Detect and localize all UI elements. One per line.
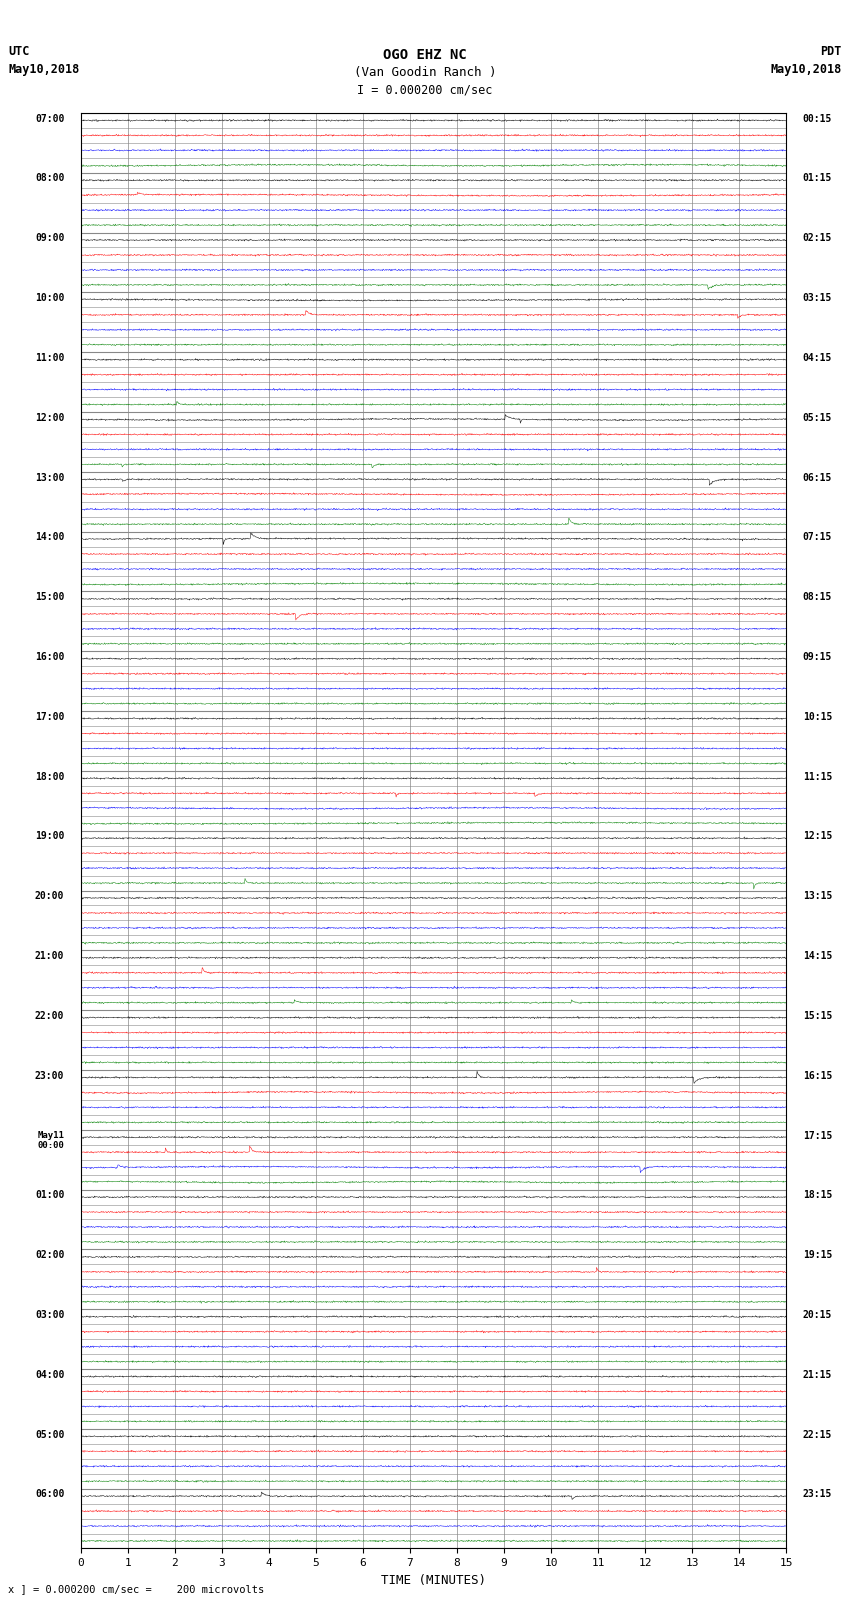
Text: 02:15: 02:15	[802, 234, 832, 244]
Text: 07:15: 07:15	[802, 532, 832, 542]
Text: 20:00: 20:00	[35, 892, 65, 902]
Text: 23:15: 23:15	[802, 1489, 832, 1500]
Text: 14:15: 14:15	[802, 952, 832, 961]
Text: 10:00: 10:00	[35, 294, 65, 303]
Text: May11: May11	[37, 1131, 65, 1139]
Text: 19:00: 19:00	[35, 831, 65, 842]
Text: 13:15: 13:15	[802, 892, 832, 902]
Text: 07:00: 07:00	[35, 113, 65, 124]
Text: 21:15: 21:15	[802, 1369, 832, 1379]
Text: 19:15: 19:15	[802, 1250, 832, 1260]
Text: 05:15: 05:15	[802, 413, 832, 423]
Text: 23:00: 23:00	[35, 1071, 65, 1081]
Text: May10,2018: May10,2018	[770, 63, 842, 76]
Text: 20:15: 20:15	[802, 1310, 832, 1319]
X-axis label: TIME (MINUTES): TIME (MINUTES)	[381, 1574, 486, 1587]
Text: 08:00: 08:00	[35, 174, 65, 184]
Text: 00:15: 00:15	[802, 113, 832, 124]
Text: 00:00: 00:00	[37, 1140, 65, 1150]
Text: 14:00: 14:00	[35, 532, 65, 542]
Text: 17:15: 17:15	[802, 1131, 832, 1140]
Text: 17:00: 17:00	[35, 711, 65, 721]
Text: 18:00: 18:00	[35, 771, 65, 782]
Text: 16:00: 16:00	[35, 652, 65, 661]
Text: 02:00: 02:00	[35, 1250, 65, 1260]
Text: 13:00: 13:00	[35, 473, 65, 482]
Text: 09:00: 09:00	[35, 234, 65, 244]
Text: 18:15: 18:15	[802, 1190, 832, 1200]
Text: 03:00: 03:00	[35, 1310, 65, 1319]
Text: 04:00: 04:00	[35, 1369, 65, 1379]
Text: x ] = 0.000200 cm/sec =    200 microvolts: x ] = 0.000200 cm/sec = 200 microvolts	[8, 1584, 264, 1594]
Text: 11:15: 11:15	[802, 771, 832, 782]
Text: PDT: PDT	[820, 45, 842, 58]
Text: OGO EHZ NC: OGO EHZ NC	[383, 48, 467, 63]
Text: 22:15: 22:15	[802, 1429, 832, 1439]
Text: 21:00: 21:00	[35, 952, 65, 961]
Text: 03:15: 03:15	[802, 294, 832, 303]
Text: 15:00: 15:00	[35, 592, 65, 602]
Text: May10,2018: May10,2018	[8, 63, 80, 76]
Text: 12:15: 12:15	[802, 831, 832, 842]
Text: 10:15: 10:15	[802, 711, 832, 721]
Text: 12:00: 12:00	[35, 413, 65, 423]
Text: 08:15: 08:15	[802, 592, 832, 602]
Text: 11:00: 11:00	[35, 353, 65, 363]
Text: 01:00: 01:00	[35, 1190, 65, 1200]
Text: 04:15: 04:15	[802, 353, 832, 363]
Text: 22:00: 22:00	[35, 1011, 65, 1021]
Text: (Van Goodin Ranch ): (Van Goodin Ranch )	[354, 66, 496, 79]
Text: UTC: UTC	[8, 45, 30, 58]
Text: 06:00: 06:00	[35, 1489, 65, 1500]
Text: 09:15: 09:15	[802, 652, 832, 661]
Text: I = 0.000200 cm/sec: I = 0.000200 cm/sec	[357, 84, 493, 97]
Text: 01:15: 01:15	[802, 174, 832, 184]
Text: 16:15: 16:15	[802, 1071, 832, 1081]
Text: 05:00: 05:00	[35, 1429, 65, 1439]
Text: 06:15: 06:15	[802, 473, 832, 482]
Text: 15:15: 15:15	[802, 1011, 832, 1021]
